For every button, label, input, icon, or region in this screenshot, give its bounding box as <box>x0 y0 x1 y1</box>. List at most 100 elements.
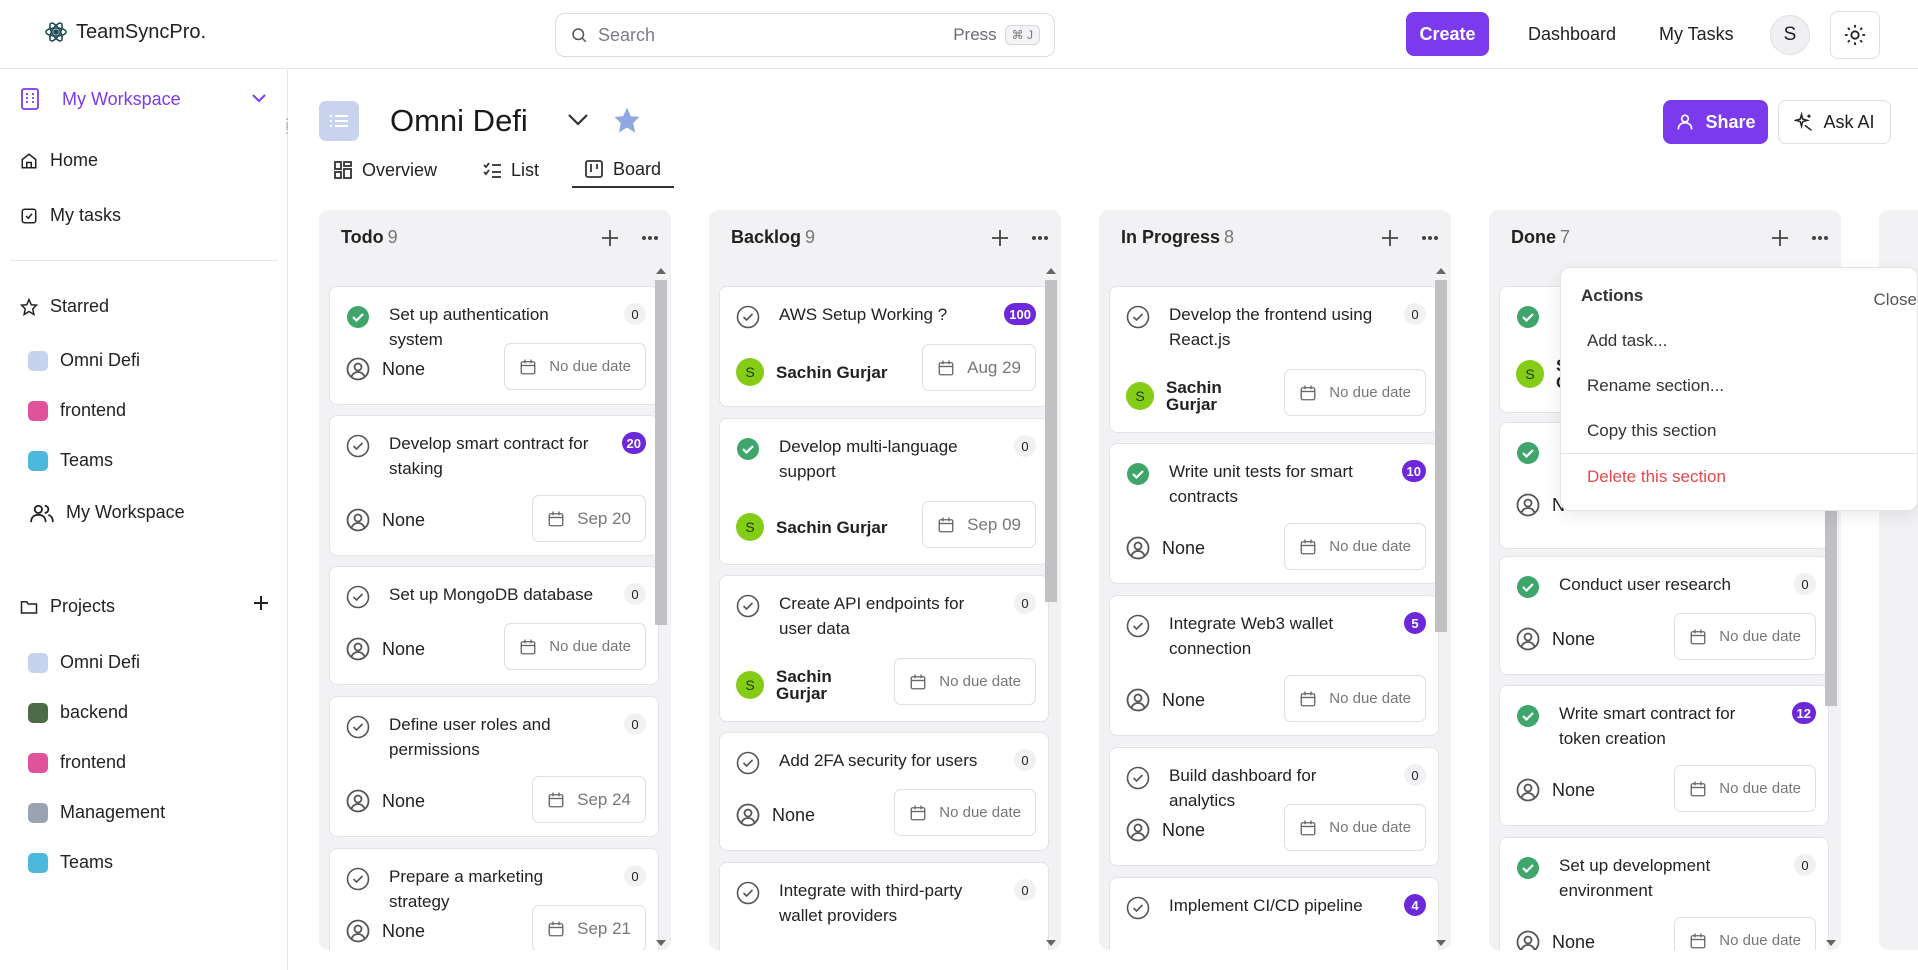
scroll-thumb[interactable] <box>655 280 667 625</box>
check-circle-icon[interactable] <box>1126 766 1150 790</box>
check-circle-filled-icon[interactable] <box>1516 856 1540 880</box>
due-date-button[interactable]: No due date <box>1284 804 1426 851</box>
scroll-up-arrow[interactable] <box>656 268 666 274</box>
check-circle-icon[interactable] <box>736 751 760 775</box>
task-assignee[interactable]: None <box>1516 778 1595 802</box>
sidebar-item-my-workspace[interactable]: My Workspace <box>30 502 185 523</box>
task-assignee[interactable]: None <box>1126 536 1205 560</box>
tab-board[interactable]: Board <box>572 152 675 188</box>
due-date-button[interactable]: No due date <box>1284 523 1426 570</box>
menu-item-copy-section[interactable]: Copy this section <box>1587 421 1717 440</box>
task-assignee[interactable]: None <box>346 789 425 813</box>
check-circle-icon[interactable] <box>346 585 370 609</box>
due-date-button[interactable]: No due date <box>1674 917 1816 950</box>
create-button[interactable]: Create <box>1406 12 1489 56</box>
scroll-down-arrow[interactable] <box>1436 940 1446 946</box>
task-card[interactable]: AWS Setup Working ? 100 S Sachin Gurjar A… <box>719 286 1049 407</box>
more-options-icon[interactable] <box>1810 228 1834 252</box>
check-circle-filled-icon[interactable] <box>1516 305 1540 329</box>
check-circle-icon[interactable] <box>736 881 760 905</box>
task-assignee[interactable]: None <box>346 357 425 381</box>
check-circle-filled-icon[interactable] <box>1516 704 1540 728</box>
task-card[interactable]: Integrate Web3 wallet connection 5 None … <box>1109 595 1439 736</box>
task-assignee[interactable]: None <box>1126 688 1205 712</box>
menu-item-delete-section[interactable]: Delete this section <box>1587 467 1726 486</box>
add-task-icon[interactable] <box>990 228 1014 252</box>
task-card[interactable]: Write smart contract for token creation … <box>1499 685 1829 826</box>
task-card[interactable]: Define user roles and permissions 0 None… <box>329 696 659 837</box>
scroll-thumb[interactable] <box>1825 506 1837 706</box>
due-date-button[interactable]: Aug 29 <box>922 344 1036 391</box>
task-assignee[interactable]: None <box>1516 627 1595 651</box>
sidebar-item-home[interactable]: Home <box>20 150 98 171</box>
check-circle-filled-icon[interactable] <box>1126 462 1150 486</box>
add-task-icon[interactable] <box>600 228 624 252</box>
star-filled-icon[interactable] <box>612 105 642 135</box>
app-logo[interactable]: TeamSyncPro. <box>44 20 206 44</box>
due-date-button[interactable]: Sep 24 <box>532 776 646 823</box>
chevron-down-icon[interactable] <box>568 114 588 126</box>
task-card[interactable]: Develop multi-language support 0 S Sachin… <box>719 418 1049 565</box>
theme-toggle-button[interactable] <box>1830 11 1880 59</box>
task-card[interactable]: Integrate with third-party wallet provid… <box>719 862 1049 950</box>
due-date-button[interactable]: No due date <box>504 623 646 670</box>
add-task-icon[interactable] <box>1380 228 1404 252</box>
scroll-thumb[interactable] <box>1045 280 1057 602</box>
ask-ai-button[interactable]: Ask AI <box>1778 100 1891 144</box>
task-assignee[interactable]: S Sachin Gurjar <box>736 513 887 541</box>
sidebar-item-my-tasks[interactable]: My tasks <box>20 205 121 226</box>
more-options-icon[interactable] <box>1420 228 1444 252</box>
project-item-teams[interactable]: Teams <box>28 852 113 873</box>
project-item-backend[interactable]: backend <box>28 702 128 723</box>
scroll-up-arrow[interactable] <box>1436 268 1446 274</box>
scroll-thumb[interactable] <box>1435 280 1447 632</box>
check-circle-icon[interactable] <box>346 715 370 739</box>
workspace-switcher[interactable]: My Workspace <box>20 88 270 110</box>
due-date-button[interactable]: No due date <box>504 343 646 390</box>
more-options-icon[interactable] <box>640 228 664 252</box>
due-date-button[interactable]: Sep 09 <box>922 501 1036 548</box>
task-card[interactable]: Develop smart contract for staking 20 No… <box>329 415 659 556</box>
due-date-button[interactable]: Sep 20 <box>532 495 646 542</box>
task-assignee[interactable]: None <box>1516 930 1595 950</box>
column-scrollbar[interactable] <box>653 266 669 950</box>
my-tasks-link[interactable]: My Tasks <box>1659 24 1734 44</box>
check-circle-icon[interactable] <box>736 594 760 618</box>
task-card[interactable]: Implement CI/CD pipeline 4 <box>1109 877 1439 950</box>
task-assignee[interactable]: None <box>346 508 425 532</box>
task-assignee[interactable]: S Sachin Gurjar <box>736 358 887 386</box>
task-assignee[interactable]: None <box>346 637 425 661</box>
starred-item-omni-defi[interactable]: Omni Defi <box>28 350 140 371</box>
column-scrollbar[interactable] <box>1433 266 1449 950</box>
task-card[interactable]: Prepare a marketing strategy 0 None Sep … <box>329 848 659 950</box>
due-date-button[interactable]: Sep 21 <box>532 905 646 950</box>
task-assignee[interactable]: S Sachin Gurjar <box>1126 379 1222 413</box>
check-circle-filled-icon[interactable] <box>1516 575 1540 599</box>
column-scrollbar[interactable] <box>1043 266 1059 950</box>
check-circle-icon[interactable] <box>1126 614 1150 638</box>
search-input[interactable]: Search Press ⌘ J <box>555 13 1055 57</box>
check-circle-filled-icon[interactable] <box>346 305 370 329</box>
task-card[interactable]: Set up MongoDB database 0 None No due da… <box>329 566 659 685</box>
due-date-button[interactable]: No due date <box>1674 613 1816 660</box>
due-date-button[interactable]: No due date <box>1284 369 1426 416</box>
add-task-icon[interactable] <box>1770 228 1794 252</box>
task-card[interactable]: Create API endpoints for user data 0 S Sa… <box>719 575 1049 722</box>
project-item-frontend[interactable]: frontend <box>28 752 126 773</box>
scroll-down-arrow[interactable] <box>1046 940 1056 946</box>
check-circle-icon[interactable] <box>346 434 370 458</box>
scroll-up-arrow[interactable] <box>1046 268 1056 274</box>
task-card[interactable]: Conduct user research 0 None No due date <box>1499 556 1829 675</box>
dashboard-link[interactable]: Dashboard <box>1528 24 1617 44</box>
check-circle-filled-icon[interactable] <box>1516 441 1540 465</box>
check-circle-icon[interactable] <box>1126 305 1150 329</box>
share-button[interactable]: Share <box>1663 100 1768 144</box>
scroll-down-arrow[interactable] <box>1826 940 1836 946</box>
task-assignee[interactable]: None <box>736 803 815 827</box>
menu-close-button[interactable]: Close <box>1873 290 1917 309</box>
scroll-down-arrow[interactable] <box>656 940 666 946</box>
task-card[interactable]: Add 2FA security for users 0 None No due… <box>719 732 1049 851</box>
task-assignee[interactable]: S Sachin Gurjar <box>736 668 832 702</box>
user-avatar[interactable]: S <box>1770 15 1810 55</box>
